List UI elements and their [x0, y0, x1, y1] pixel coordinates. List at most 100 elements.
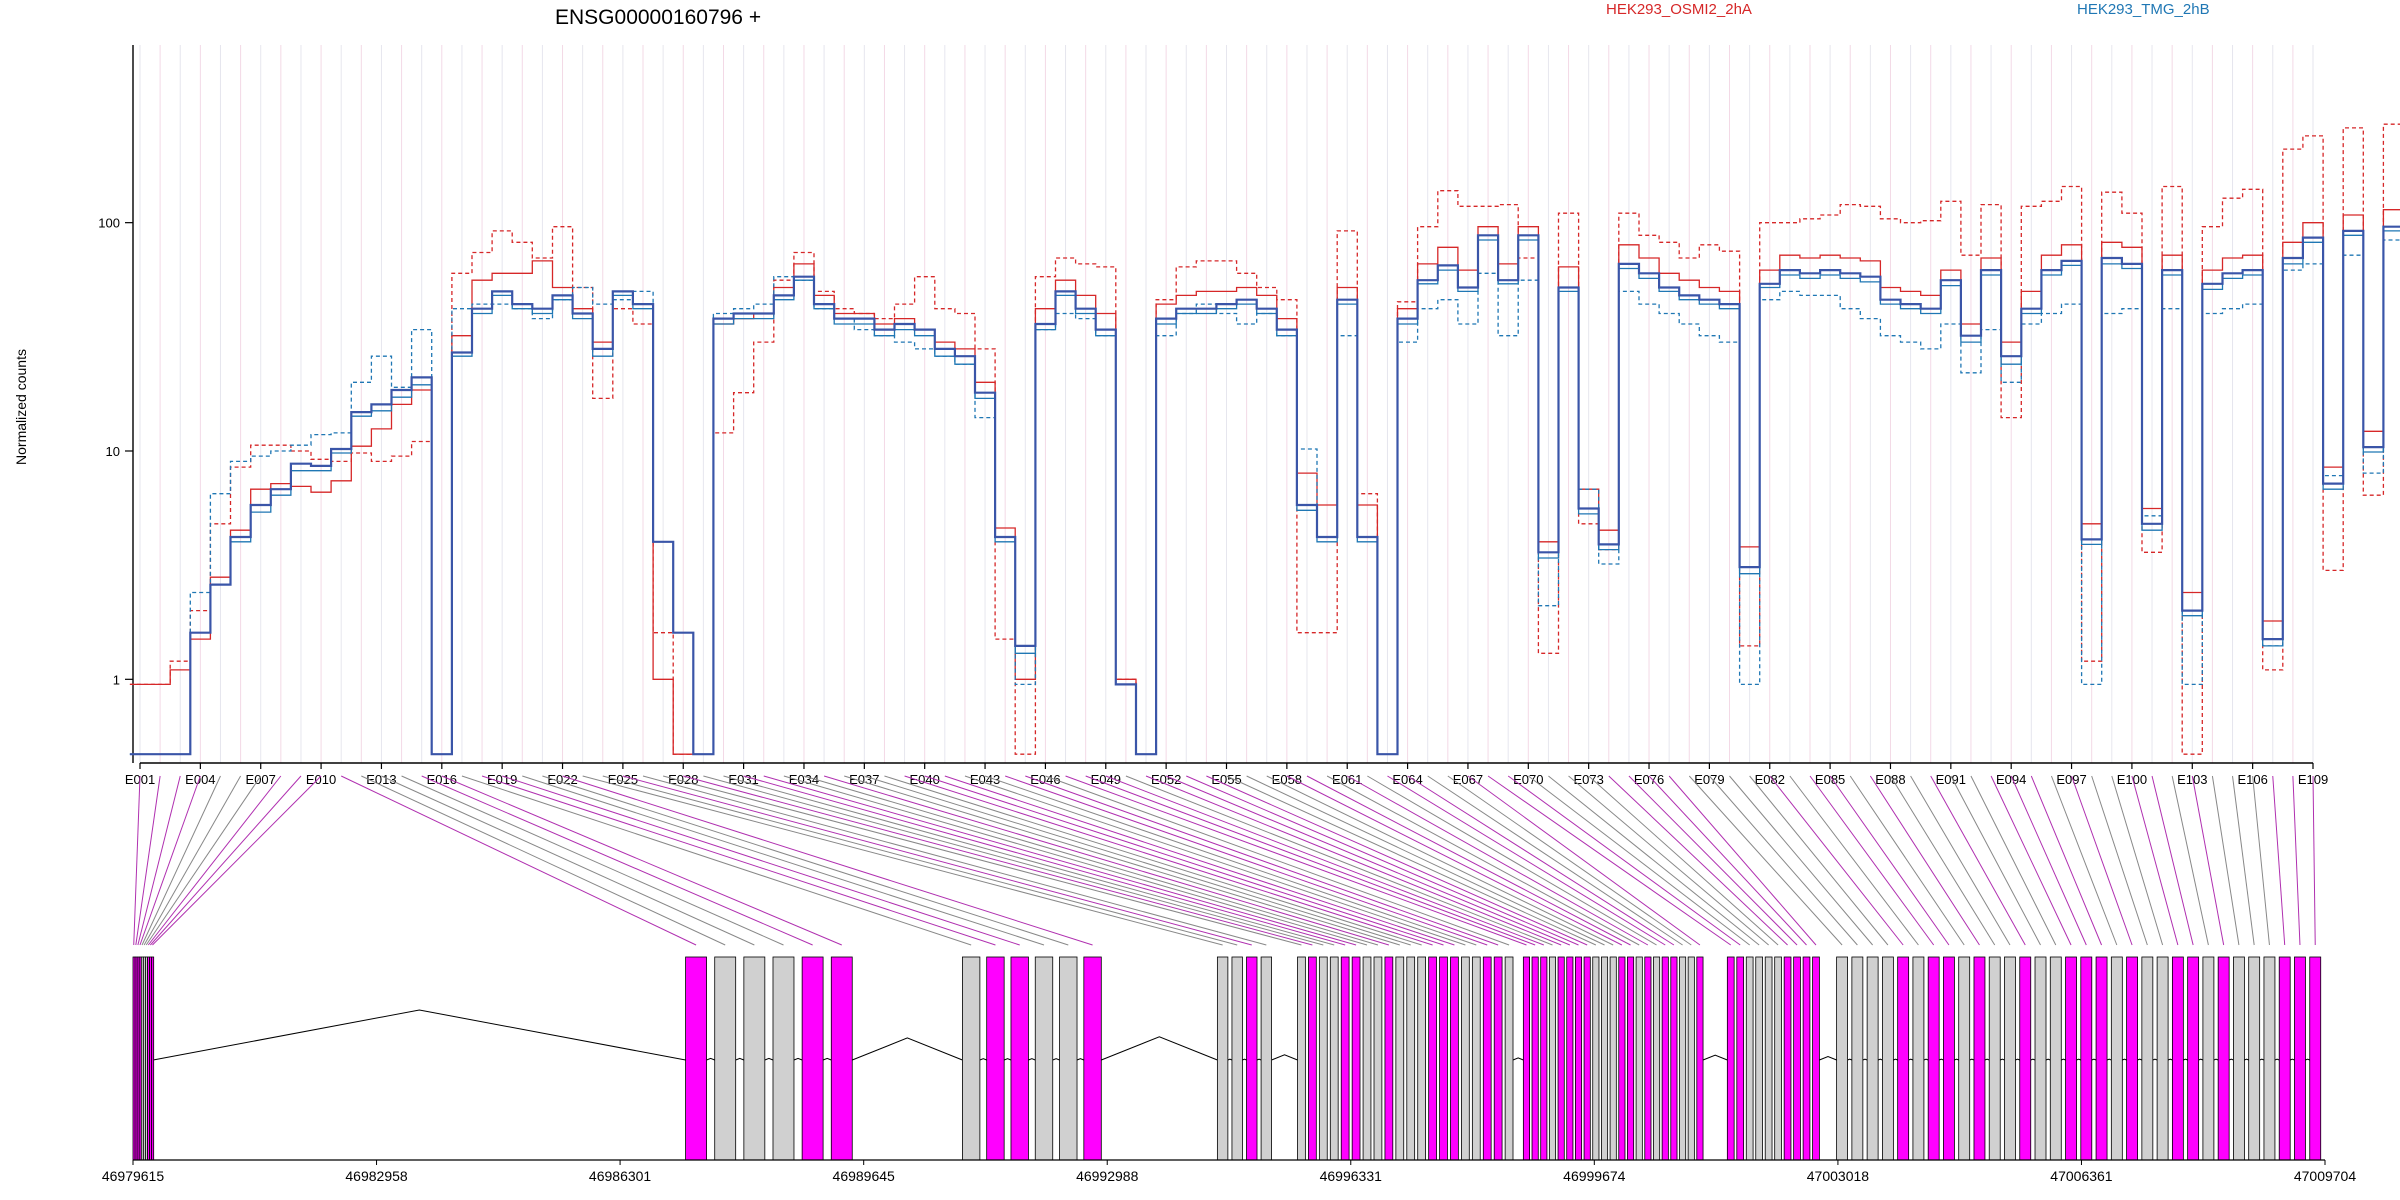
exon-link-E068	[1487, 775, 1732, 946]
exon-box-E025	[1246, 956, 1258, 1161]
exon-link-E016	[441, 775, 842, 946]
exon-link-E055	[1226, 775, 1597, 946]
exon-box-E031	[1340, 956, 1350, 1161]
exon-link-E036	[844, 775, 1400, 946]
exon-box-E081	[1881, 956, 1894, 1161]
series-line-tmg-solid	[129, 230, 2400, 755]
exon-link-E017	[461, 775, 972, 946]
exon-box-E033	[1362, 956, 1372, 1161]
exon-box-E085	[1943, 956, 1955, 1161]
exon-link-E061	[1346, 775, 1649, 946]
exon-box-E054	[1583, 956, 1591, 1161]
exon-box-E094	[2080, 956, 2093, 1161]
intron-connector	[2091, 1058, 2097, 1061]
exon-box-E051	[1557, 956, 1565, 1161]
x-tick-label-E004: E004	[185, 772, 215, 787]
exon-link-E062	[1367, 775, 1657, 946]
exon-box-E048	[1531, 956, 1539, 1161]
count-series	[129, 123, 2400, 755]
exon-connector-lines	[133, 775, 2316, 946]
exon-box-E056	[1601, 956, 1609, 1161]
exon-link-E049	[1105, 775, 1545, 946]
exon-box-E030	[1329, 956, 1339, 1161]
exon-box-E027	[1297, 956, 1306, 1161]
coordinate-label: 46982958	[345, 1168, 408, 1184]
intron-connector	[2106, 1058, 2112, 1061]
exon-link-E104	[2211, 775, 2240, 946]
exon-box-E083	[1912, 956, 1925, 1161]
exon-box-E023	[1216, 956, 1229, 1161]
exon-box-E020	[1034, 956, 1054, 1161]
x-tick-label-E058: E058	[1272, 772, 1302, 787]
coordinate-label: 47006361	[2050, 1168, 2113, 1184]
exon-box-E060	[1635, 956, 1643, 1161]
intron-connector	[153, 1009, 686, 1061]
coordinate-label: 46992988	[1076, 1168, 1139, 1184]
intron-connector	[852, 1037, 963, 1061]
exon-link-E034	[803, 775, 1379, 946]
exon-link-E080	[1729, 775, 1874, 946]
x-tick-label-E046: E046	[1030, 772, 1060, 787]
fitted-profile-line	[129, 225, 2400, 756]
exon-link-E059	[1306, 775, 1631, 946]
exon-link-E025	[622, 775, 1252, 946]
x-tick-label-E037: E037	[849, 772, 879, 787]
exon-box-E055	[1592, 956, 1600, 1161]
exon-link-E066	[1447, 775, 1692, 946]
exon-link-E058	[1286, 775, 1623, 946]
exon-box-E066	[1687, 956, 1695, 1161]
exon-box-E010	[151, 956, 155, 1161]
exon-box-E057	[1609, 956, 1617, 1161]
exon-link-E014	[401, 775, 784, 946]
x-tick-label-E028: E028	[668, 772, 698, 787]
exon-link-E097	[2071, 775, 2133, 946]
exon-box-E046	[1504, 956, 1514, 1161]
exon-link-E035	[823, 775, 1390, 946]
x-tick-label-E040: E040	[910, 772, 940, 787]
exon-link-E085	[1829, 775, 1950, 946]
x-tick-label-E079: E079	[1694, 772, 1724, 787]
series-line-tmg-dashed	[129, 239, 2400, 755]
exon-box-E065	[1679, 956, 1687, 1161]
exon-link-E029	[703, 775, 1324, 946]
exon-link-E092	[1970, 775, 2057, 946]
intron-connector	[2167, 1058, 2173, 1061]
exon-box-E036	[1395, 956, 1405, 1161]
exon-box-E104	[2233, 956, 2245, 1161]
exon-link-E083	[1789, 775, 1919, 946]
coordinate-label: 47009704	[2294, 1168, 2357, 1184]
y-tick-label: 1	[113, 672, 120, 687]
exon-link-E099	[2111, 775, 2164, 946]
exon-link-E091	[1950, 775, 2041, 946]
exon-link-E102	[2171, 775, 2209, 946]
exon-link-E093	[1990, 775, 2072, 946]
exon-box-E022	[1083, 956, 1102, 1161]
x-tick-label-E019: E019	[487, 772, 517, 787]
exon-link-E013	[381, 775, 755, 946]
exon-link-E054	[1206, 775, 1588, 946]
intron-connector	[1076, 1058, 1085, 1061]
y-axis-label: Normalized counts	[13, 349, 29, 465]
legend-label-tmg: HEK293_TMG_2hB	[2077, 1, 2210, 18]
exon-box-E026	[1260, 956, 1272, 1161]
exon-box-E059	[1627, 956, 1635, 1161]
y-tick-label: 100	[98, 216, 120, 231]
y-tick-label: 10	[106, 444, 120, 459]
intron-connector	[764, 1057, 774, 1061]
exon-box-E093	[2065, 956, 2077, 1161]
coordinate-label: 46996331	[1320, 1168, 1383, 1184]
coordinate-label: 46979615	[102, 1168, 165, 1184]
exon-box-E042	[1461, 956, 1470, 1161]
intron-connector	[793, 1057, 803, 1061]
exon-box-E037	[1406, 956, 1416, 1161]
intron-connector	[2244, 1058, 2249, 1061]
intron-connector	[2213, 1058, 2219, 1061]
exon-link-E038	[884, 775, 1422, 946]
exon-link-E001	[133, 775, 141, 946]
intron-connector	[1256, 1058, 1262, 1061]
intron-connector	[2259, 1058, 2265, 1061]
exon-box-E075	[1793, 956, 1801, 1161]
x-tick-label-E085: E085	[1815, 772, 1845, 787]
exon-link-E009	[149, 775, 302, 946]
intron-connector	[2305, 1058, 2310, 1061]
